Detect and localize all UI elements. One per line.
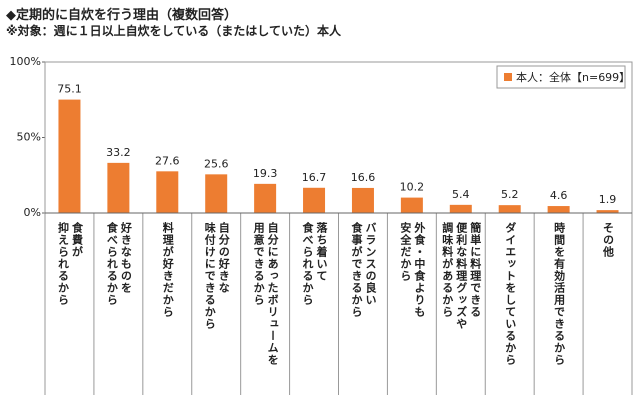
bar — [58, 99, 81, 213]
bar — [596, 210, 619, 213]
bar — [449, 204, 472, 213]
bar — [205, 174, 228, 213]
chart-subtitle: ※対象：週に１日以上自炊をしている（またはしていた）本人 — [6, 24, 341, 38]
bar — [156, 171, 179, 213]
x-tick-label: 自分にあったボリュームを 用意できるから — [252, 222, 280, 366]
x-tick-label: 簡単に料理できる 便利な料理グッズや 調味料があるから — [440, 222, 482, 330]
legend-swatch — [504, 73, 512, 81]
y-tick-label: 50% — [17, 131, 41, 144]
bar — [303, 187, 326, 213]
legend-label: 本人：全体【n=699】 — [516, 70, 630, 84]
x-tick-label: 料理が好きだから — [161, 222, 175, 318]
x-tick-label: バランスの良い 食事ができるから — [349, 222, 377, 318]
x-tick-label: 外食・中食よりも 安全だから — [398, 222, 426, 318]
bar — [351, 187, 374, 213]
bar — [498, 205, 521, 213]
value-label: 16.7 — [302, 171, 327, 184]
x-tick-label: 落ち着いて 食べられるから — [301, 222, 329, 306]
legend-box — [496, 65, 626, 89]
value-label: 1.9 — [599, 193, 617, 206]
value-label: 4.6 — [550, 189, 568, 202]
y-tick-label: 0% — [24, 206, 41, 219]
y-tick-label: 100% — [10, 55, 41, 68]
bar — [107, 162, 130, 213]
bar — [547, 206, 570, 213]
x-tick-label: ダイエットをしているから — [503, 222, 517, 366]
value-label: 10.2 — [400, 181, 425, 194]
x-tick-label: 好きなものを 食べられるから — [105, 222, 133, 306]
value-label: 33.2 — [106, 146, 131, 159]
value-label: 25.6 — [204, 157, 229, 170]
bar — [400, 197, 423, 213]
value-label: 5.4 — [452, 188, 470, 201]
x-tick-label: 時間を有効活用できるから — [552, 222, 566, 366]
x-tick-label: 食費が 抑えられるから — [56, 222, 84, 306]
value-label: 75.1 — [57, 83, 82, 96]
chart-title: ◆定期的に自炊を行う理由（複数回答） — [6, 8, 237, 23]
value-label: 19.3 — [253, 167, 278, 180]
x-tick-label: その他 — [601, 222, 615, 258]
bar — [254, 183, 277, 213]
x-tick-label: 自分の好きな 味付けにできるから — [203, 222, 231, 330]
value-label: 5.2 — [501, 188, 519, 201]
value-label: 16.6 — [351, 171, 376, 184]
value-label: 27.6 — [155, 154, 180, 167]
